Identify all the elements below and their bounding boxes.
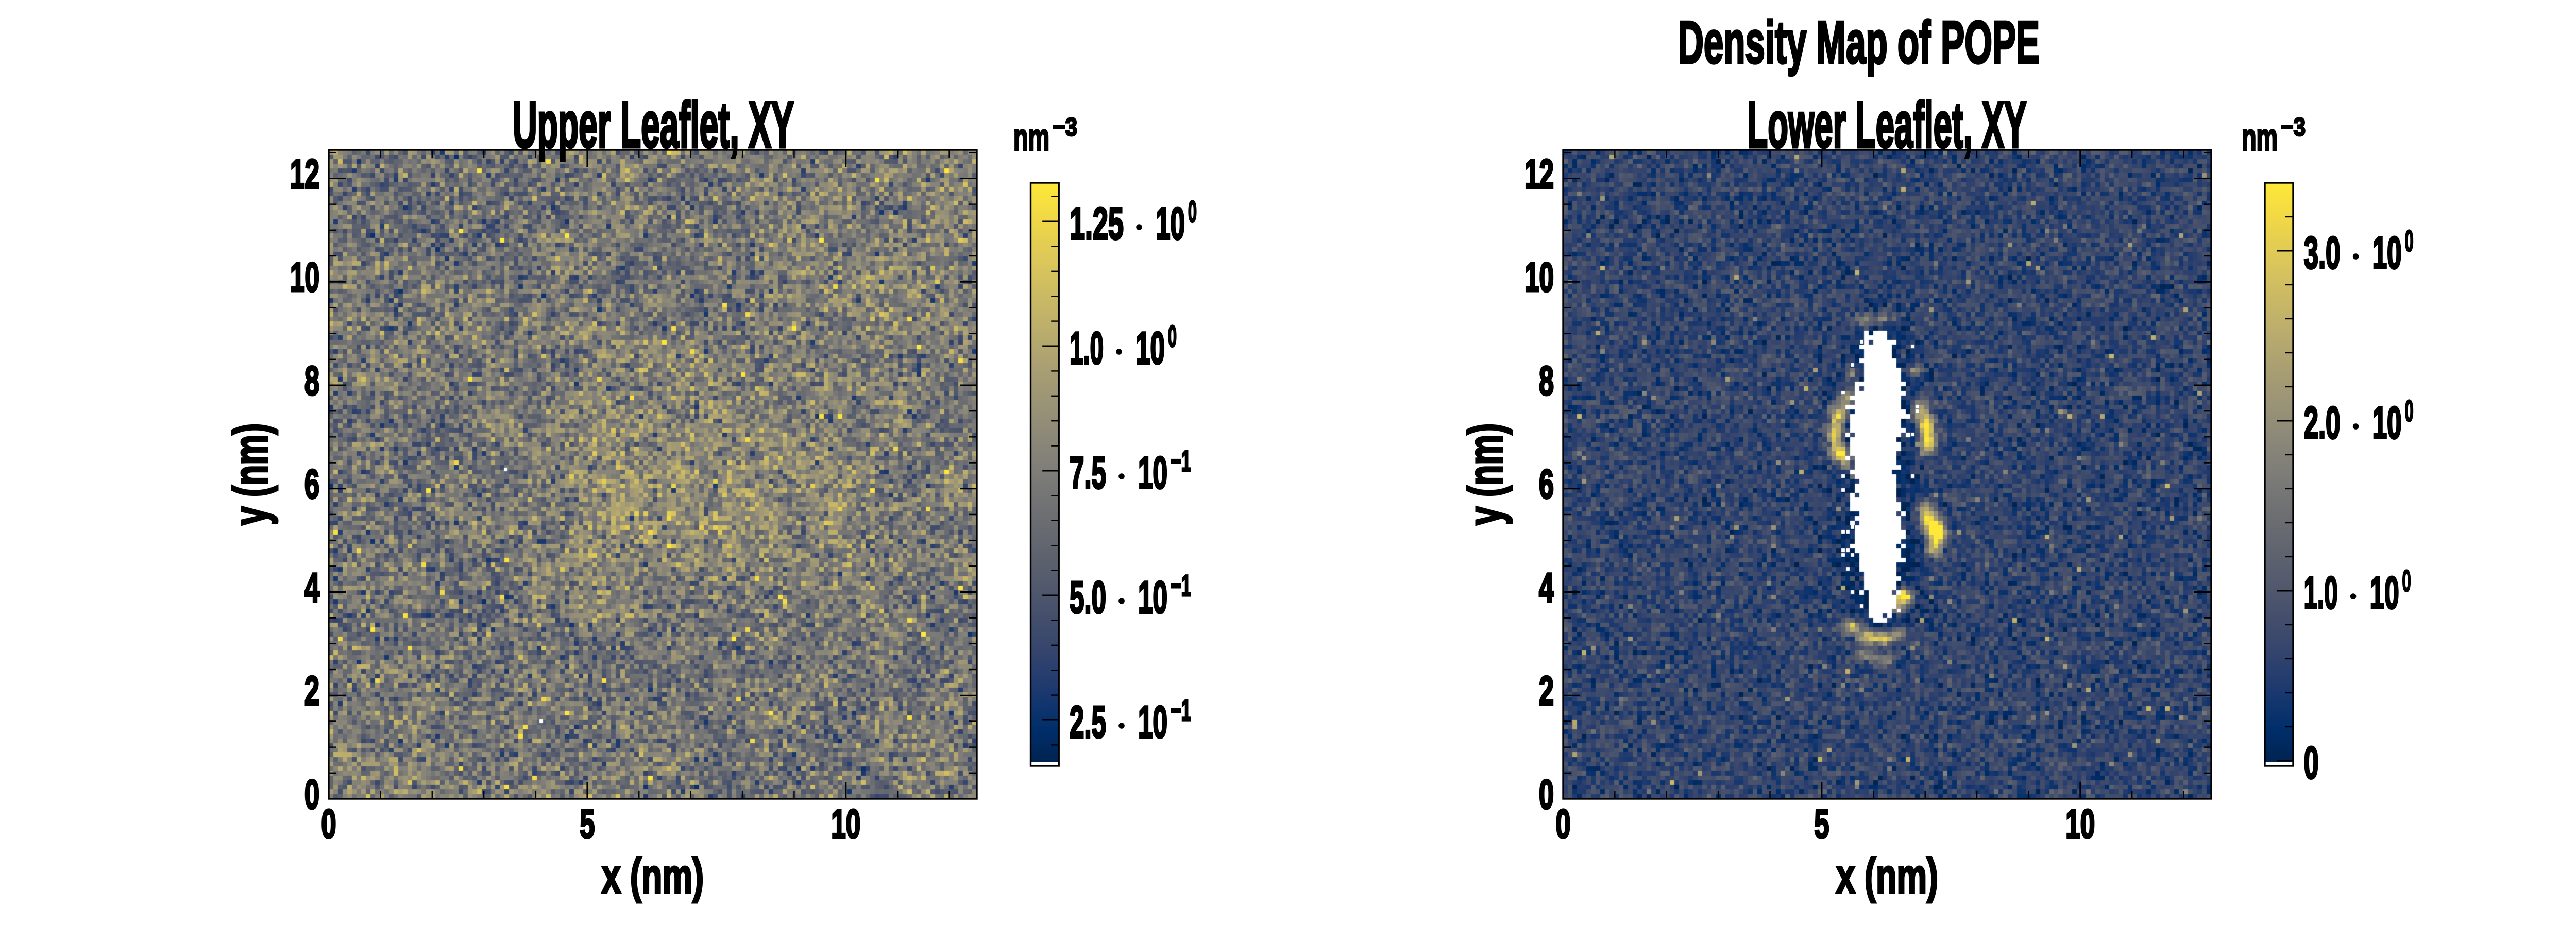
- svg-text:10: 10: [2372, 227, 2402, 278]
- svg-text:y (nm): y (nm): [224, 423, 278, 525]
- svg-text:−3: −3: [2281, 113, 2306, 142]
- svg-text:1.25: 1.25: [1070, 198, 1124, 249]
- svg-text:5: 5: [1814, 801, 1829, 847]
- svg-text:2: 2: [304, 668, 319, 714]
- svg-text:10: 10: [831, 801, 860, 847]
- svg-text:10: 10: [1138, 572, 1167, 623]
- svg-text:Density Map of POPE: Density Map of POPE: [1678, 9, 2040, 76]
- svg-text:10: 10: [1156, 198, 1185, 249]
- svg-text:0: 0: [1168, 320, 1177, 353]
- svg-text:1.0: 1.0: [2304, 567, 2338, 618]
- svg-text:2: 2: [1539, 668, 1554, 714]
- svg-text:8: 8: [304, 357, 319, 403]
- svg-text:0: 0: [2405, 225, 2414, 258]
- svg-text:10: 10: [2370, 567, 2399, 618]
- svg-text:5: 5: [580, 801, 595, 847]
- svg-text:12: 12: [1524, 151, 1554, 197]
- svg-text:Lower Leaflet, XY: Lower Leaflet, XY: [1748, 89, 2027, 161]
- svg-text:6: 6: [304, 461, 319, 507]
- svg-text:6: 6: [1539, 461, 1554, 507]
- svg-text:4: 4: [304, 564, 319, 610]
- svg-text:nm: nm: [1013, 116, 1049, 159]
- svg-text:4: 4: [1539, 564, 1554, 610]
- svg-text:0: 0: [321, 801, 336, 847]
- svg-text:1.0: 1.0: [1070, 322, 1104, 373]
- svg-text:12: 12: [290, 151, 319, 197]
- svg-text:y (nm): y (nm): [1458, 423, 1512, 525]
- svg-text:−3: −3: [1053, 113, 1077, 142]
- svg-text:10: 10: [2372, 397, 2402, 448]
- svg-text:−1: −1: [1171, 569, 1191, 603]
- svg-text:10: 10: [1138, 447, 1167, 498]
- svg-text:10: 10: [290, 254, 319, 300]
- svg-text:2.5: 2.5: [1070, 696, 1106, 747]
- svg-text:−1: −1: [1171, 444, 1191, 478]
- svg-text:0: 0: [1188, 195, 1197, 229]
- svg-text:5.0: 5.0: [1070, 572, 1106, 623]
- svg-text:x (nm): x (nm): [1836, 849, 1938, 903]
- svg-text:0: 0: [1539, 771, 1554, 817]
- svg-text:0: 0: [1556, 801, 1571, 847]
- svg-text:0: 0: [2402, 564, 2411, 598]
- svg-text:7.5: 7.5: [1070, 447, 1106, 498]
- svg-text:0: 0: [2304, 737, 2319, 788]
- svg-text:0: 0: [2405, 394, 2414, 428]
- svg-text:10: 10: [1138, 696, 1167, 747]
- svg-text:10: 10: [2065, 801, 2095, 847]
- svg-text:0: 0: [304, 771, 319, 817]
- svg-text:Upper Leaflet, XY: Upper Leaflet, XY: [513, 89, 794, 161]
- svg-text:8: 8: [1539, 357, 1554, 403]
- svg-text:−1: −1: [1171, 694, 1191, 727]
- svg-text:2.0: 2.0: [2304, 397, 2341, 448]
- svg-text:nm: nm: [2242, 116, 2278, 159]
- svg-text:10: 10: [1524, 254, 1554, 300]
- svg-text:10: 10: [1136, 322, 1165, 373]
- svg-text:3.0: 3.0: [2304, 227, 2341, 278]
- svg-text:x (nm): x (nm): [602, 849, 704, 903]
